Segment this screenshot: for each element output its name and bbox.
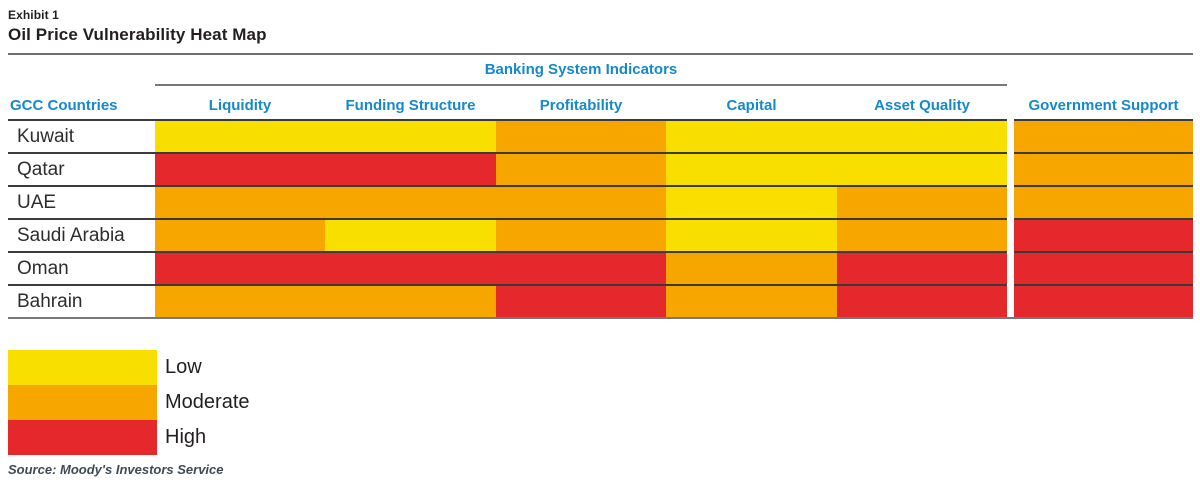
rating-cell-saudi-arabia-liquidity xyxy=(155,218,325,251)
col-header-government-support: Government Support xyxy=(1028,97,1179,114)
rating-cell-oman-liquidity xyxy=(155,251,325,284)
rating-cell-oman-government-support xyxy=(1014,251,1193,284)
rating-cell-saudi-arabia-funding-structure xyxy=(325,218,496,251)
rating-cell-uae-government-support xyxy=(1014,185,1193,218)
rating-cell-uae-profitability xyxy=(496,185,666,218)
country-label-uae: UAE xyxy=(8,185,155,218)
rating-cell-qatar-capital xyxy=(666,152,837,185)
legend-swatch-low xyxy=(8,350,157,385)
rating-cell-uae-liquidity xyxy=(155,185,325,218)
rating-cell-kuwait-government-support xyxy=(1014,119,1193,152)
rating-cell-oman-capital xyxy=(666,251,837,284)
rating-cell-bahrain-asset-quality xyxy=(837,284,1007,317)
legend-swatch-high xyxy=(8,420,157,455)
rating-cell-uae-asset-quality xyxy=(837,185,1007,218)
exhibit-page: Exhibit 1 Oil Price Vulnerability Heat M… xyxy=(8,8,1193,477)
legend-row-high: High xyxy=(8,420,1193,455)
rating-cell-qatar-profitability xyxy=(496,152,666,185)
rating-cell-oman-profitability xyxy=(496,251,666,284)
rating-cell-bahrain-government-support xyxy=(1014,284,1193,317)
rating-cell-kuwait-asset-quality xyxy=(837,119,1007,152)
group-blank xyxy=(1014,58,1193,86)
rating-cell-uae-funding-structure xyxy=(325,185,496,218)
legend-label-low: Low xyxy=(165,356,202,378)
rating-cell-saudi-arabia-profitability xyxy=(496,218,666,251)
heatmap-table: Banking System Indicators GCC Countries … xyxy=(8,58,1193,319)
rating-cell-saudi-arabia-capital xyxy=(666,218,837,251)
rating-cell-kuwait-profitability xyxy=(496,119,666,152)
rating-cell-uae-capital xyxy=(666,185,837,218)
col-header-funding-structure: Funding Structure xyxy=(345,97,476,114)
col-header-asset-quality: Asset Quality xyxy=(874,97,970,114)
page-title: Oil Price Vulnerability Heat Map xyxy=(8,25,267,44)
country-label-qatar: Qatar xyxy=(8,152,155,185)
legend-swatch-moderate xyxy=(8,385,157,420)
corner-blank xyxy=(8,58,155,86)
rating-cell-bahrain-liquidity xyxy=(155,284,325,317)
rating-cell-bahrain-profitability xyxy=(496,284,666,317)
rating-cell-qatar-government-support xyxy=(1014,152,1193,185)
col-header-capital: Capital xyxy=(726,97,777,114)
country-label-kuwait: Kuwait xyxy=(8,119,155,152)
source-note: Source: Moody's Investors Service xyxy=(8,462,224,477)
rating-cell-oman-funding-structure xyxy=(325,251,496,284)
exhibit-number: Exhibit 1 xyxy=(8,8,59,22)
col-header-liquidity: Liquidity xyxy=(208,97,272,114)
rating-cell-kuwait-capital xyxy=(666,119,837,152)
legend-label-moderate: Moderate xyxy=(165,391,250,413)
rating-cell-kuwait-funding-structure xyxy=(325,119,496,152)
rating-cell-saudi-arabia-asset-quality xyxy=(837,218,1007,251)
country-label-bahrain: Bahrain xyxy=(8,284,155,317)
country-label-saudi-arabia: Saudi Arabia xyxy=(8,218,155,251)
country-label-oman: Oman xyxy=(8,251,155,284)
legend-row-low: Low xyxy=(8,350,1193,385)
rating-cell-qatar-liquidity xyxy=(155,152,325,185)
banking-system-group-header: Banking System Indicators xyxy=(155,58,1007,86)
legend-row-moderate: Moderate xyxy=(8,385,1193,420)
legend: Low Moderate High xyxy=(8,350,1193,455)
rating-cell-qatar-asset-quality xyxy=(837,152,1007,185)
rating-cell-bahrain-capital xyxy=(666,284,837,317)
rating-cell-qatar-funding-structure xyxy=(325,152,496,185)
col-header-profitability: Profitability xyxy=(539,97,623,114)
rating-cell-bahrain-funding-structure xyxy=(325,284,496,317)
title-rule xyxy=(8,53,1193,55)
legend-label-high: High xyxy=(165,426,207,448)
rating-cell-saudi-arabia-government-support xyxy=(1014,218,1193,251)
col-header-gcc-countries: GCC Countries xyxy=(10,97,118,114)
rating-cell-oman-asset-quality xyxy=(837,251,1007,284)
rating-cell-kuwait-liquidity xyxy=(155,119,325,152)
